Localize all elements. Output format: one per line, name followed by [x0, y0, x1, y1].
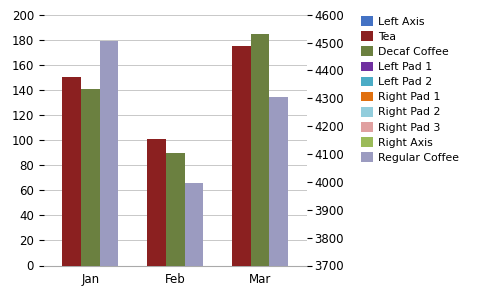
Bar: [185, 183, 203, 266]
Bar: [100, 41, 118, 266]
Bar: [269, 97, 288, 266]
Bar: [251, 34, 269, 266]
Bar: [232, 46, 251, 266]
Bar: [81, 89, 100, 266]
Bar: [62, 78, 81, 266]
Legend: Left Axis, Tea, Decaf Coffee, Left Pad 1, Left Pad 2, Right Pad 1, Right Pad 2, : Left Axis, Tea, Decaf Coffee, Left Pad 1…: [359, 15, 460, 164]
Bar: [166, 153, 185, 266]
Bar: [148, 139, 166, 266]
